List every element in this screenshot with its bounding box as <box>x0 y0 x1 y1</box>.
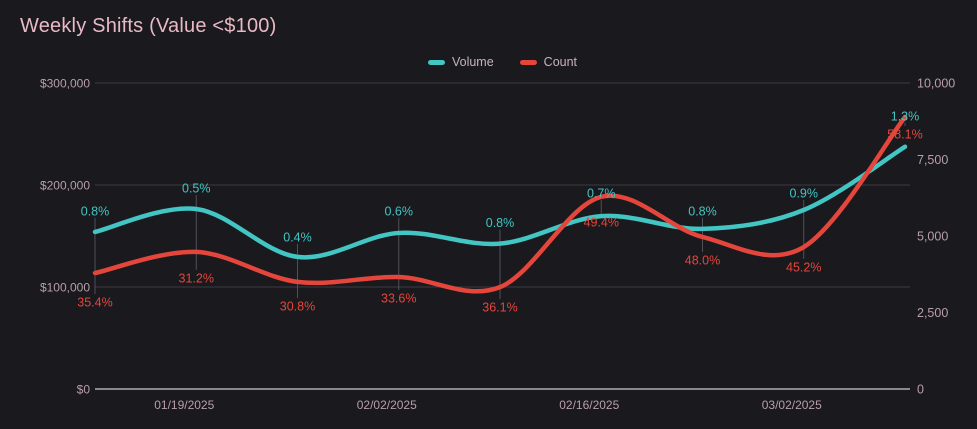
count-swatch-icon <box>519 59 537 65</box>
y-axis-tick-left: $300,000 <box>40 77 90 91</box>
volume-point-label: 0.5% <box>182 181 211 195</box>
y-axis-tick-left: $100,000 <box>40 281 90 295</box>
volume-point-label: 1.3% <box>891 109 920 123</box>
volume-line[interactable] <box>92 144 908 260</box>
legend-item-count[interactable]: Count <box>519 55 578 69</box>
count-point-label: 31.2% <box>179 271 214 285</box>
x-axis-tick: 02/02/2025 <box>357 398 417 412</box>
count-point-label: 49.4% <box>584 215 619 229</box>
count-point-label: 48.0% <box>685 253 720 267</box>
count-point-label: 30.8% <box>280 299 315 313</box>
chart-title: Weekly Shifts (Value <$100) <box>20 15 277 37</box>
x-axis-tick: 01/19/2025 <box>154 398 214 412</box>
y-axis-tick-right: 5,000 <box>917 230 948 244</box>
legend-label-volume: Volume <box>451 55 494 69</box>
volume-point-label: 0.8% <box>81 204 110 218</box>
count-line[interactable] <box>92 114 908 294</box>
y-axis-tick-right: 0 <box>917 383 924 397</box>
y-axis-tick-right: 7,500 <box>917 153 948 167</box>
volume-point-label: 0.8% <box>486 216 515 230</box>
y-axis-tick-left: $200,000 <box>40 179 90 193</box>
count-point-label: 58.1% <box>887 127 922 141</box>
volume-point-label: 0.9% <box>790 186 819 200</box>
volume-point-label: 0.7% <box>587 187 616 201</box>
x-axis-tick: 03/02/2025 <box>762 398 822 412</box>
count-point-label: 36.1% <box>482 301 517 315</box>
volume-point-label: 0.6% <box>385 204 414 218</box>
legend-label-count: Count <box>543 55 578 69</box>
legend-item-volume[interactable]: Volume <box>427 55 494 69</box>
count-point-label: 33.6% <box>381 292 416 306</box>
count-point-label: 35.4% <box>77 296 112 310</box>
y-axis-tick-left: $0 <box>77 383 91 397</box>
count-point-label: 45.2% <box>786 261 821 275</box>
y-axis-tick-right: 10,000 <box>917 77 955 91</box>
volume-point-label: 0.4% <box>283 230 312 244</box>
volume-point-label: 0.8% <box>688 204 717 218</box>
y-axis-tick-right: 2,500 <box>917 306 948 320</box>
volume-swatch-icon <box>427 59 445 65</box>
legend: Volume Count <box>95 55 910 69</box>
x-axis-tick: 02/16/2025 <box>559 398 619 412</box>
